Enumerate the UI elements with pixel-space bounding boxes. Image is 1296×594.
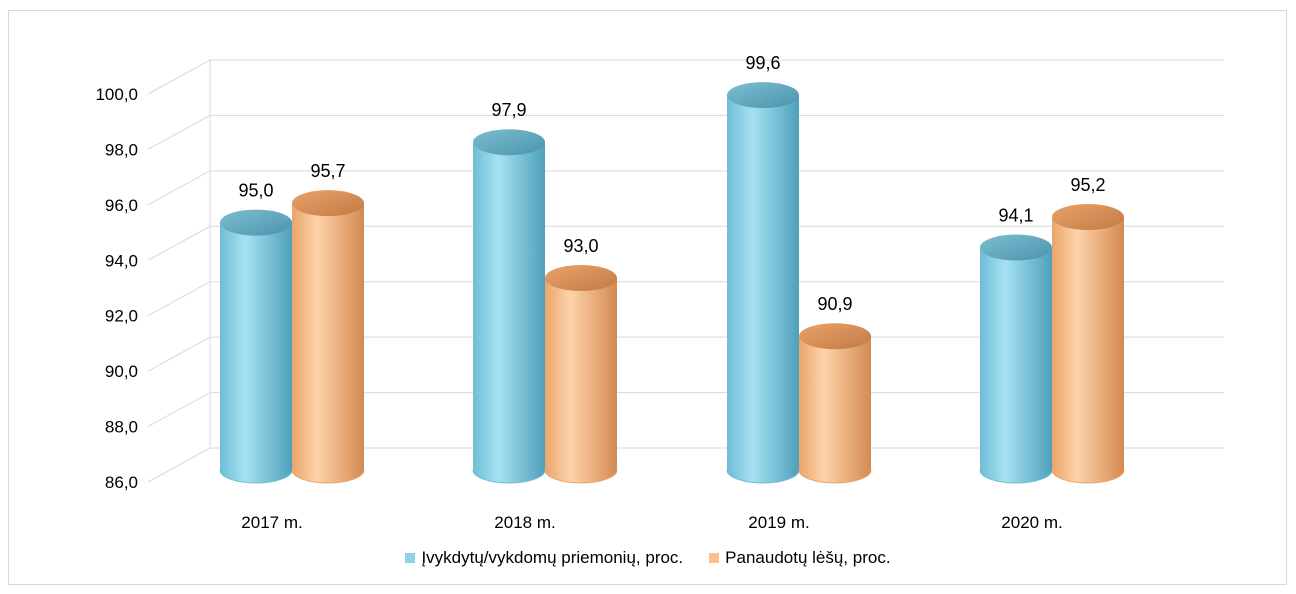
- grid-layer: [147, 59, 1224, 483]
- bar-2-1: [292, 203, 364, 483]
- bar-top-1-4: [980, 234, 1052, 261]
- gridline: [147, 170, 1224, 206]
- bars-layer: [219, 82, 1125, 484]
- x-tick-label-2: 2018 m.: [494, 513, 555, 532]
- x-tick-label-4: 2020 m.: [1001, 513, 1062, 532]
- legend-label-series-2: Panaudotų lėšų, proc.: [725, 548, 891, 567]
- bar-base-1-2: [472, 469, 546, 484]
- bar-base-2-4: [1051, 469, 1125, 484]
- bar-top-2-2: [545, 265, 617, 291]
- gridline: [147, 59, 1224, 95]
- bar-1-3: [727, 95, 799, 483]
- bar-2-3: [799, 336, 871, 483]
- data-label-1-1: 95,0: [238, 181, 273, 201]
- data-label-1-2: 97,9: [491, 100, 526, 120]
- legend-item-series-2: Panaudotų lėšų, proc.: [709, 548, 891, 568]
- y-tick-label: 86,0: [105, 473, 138, 492]
- bar-base-2-1: [291, 469, 365, 484]
- legend-label-series-1: Įvykdytų/vykdomų priemonių, proc.: [421, 548, 684, 567]
- bar-top-1-3: [727, 82, 799, 109]
- bar-2-2: [545, 278, 617, 483]
- bar-base-1-4: [979, 469, 1053, 484]
- bar-1-2: [473, 142, 545, 483]
- gridline: [147, 225, 1224, 261]
- bar-base-1-3: [726, 469, 800, 484]
- bar-base-2-2: [544, 469, 618, 484]
- bar-base-1-1: [219, 469, 293, 484]
- bar-base-2-3: [798, 469, 872, 484]
- bar-1-1: [220, 222, 292, 484]
- gridline: [147, 114, 1224, 150]
- bar-1-4: [980, 247, 1052, 483]
- gridline: [147, 392, 1224, 428]
- y-tick-label: 94,0: [105, 251, 138, 270]
- labels-layer: 86,0 88,0 90,0 92,0 94,0 96,0 98,0 100,0 95,0 95,…: [95, 53, 1105, 532]
- data-label-2-2: 93,0: [563, 236, 598, 256]
- y-tick-label: 96,0: [105, 196, 138, 215]
- data-label-2-4: 95,2: [1070, 175, 1105, 195]
- legend-swatch-series-2: [709, 553, 720, 563]
- gridline: [147, 336, 1224, 372]
- data-label-1-4: 94,1: [998, 206, 1033, 226]
- x-tick-label-1: 2017 m.: [241, 513, 302, 532]
- legend-item-series-1: Įvykdytų/vykdomų priemonių, proc.: [405, 548, 683, 568]
- y-tick-label: 92,0: [105, 307, 138, 326]
- bar-top-1-2: [473, 129, 545, 156]
- data-label-2-1: 95,7: [310, 161, 345, 181]
- gridline: [147, 447, 1224, 483]
- bar-top-2-1: [292, 190, 364, 217]
- legend: Įvykdytų/vykdomų priemonių, proc. Panaud…: [0, 548, 1296, 568]
- bar-top-2-4: [1052, 204, 1124, 231]
- legend-swatch-series-1: [405, 553, 416, 563]
- y-tick-label: 88,0: [105, 418, 138, 437]
- x-tick-label-3: 2019 m.: [748, 513, 809, 532]
- data-label-1-3: 99,6: [745, 53, 780, 73]
- y-tick-label: 90,0: [105, 362, 138, 381]
- bar-top-2-3: [799, 323, 871, 350]
- gridline: [147, 281, 1224, 317]
- bar-top-1-1: [220, 209, 292, 236]
- data-label-2-3: 90,9: [817, 294, 852, 314]
- y-tick-label: 98,0: [105, 140, 138, 159]
- bar-2-4: [1052, 217, 1124, 483]
- y-tick-label: 100,0: [95, 85, 138, 104]
